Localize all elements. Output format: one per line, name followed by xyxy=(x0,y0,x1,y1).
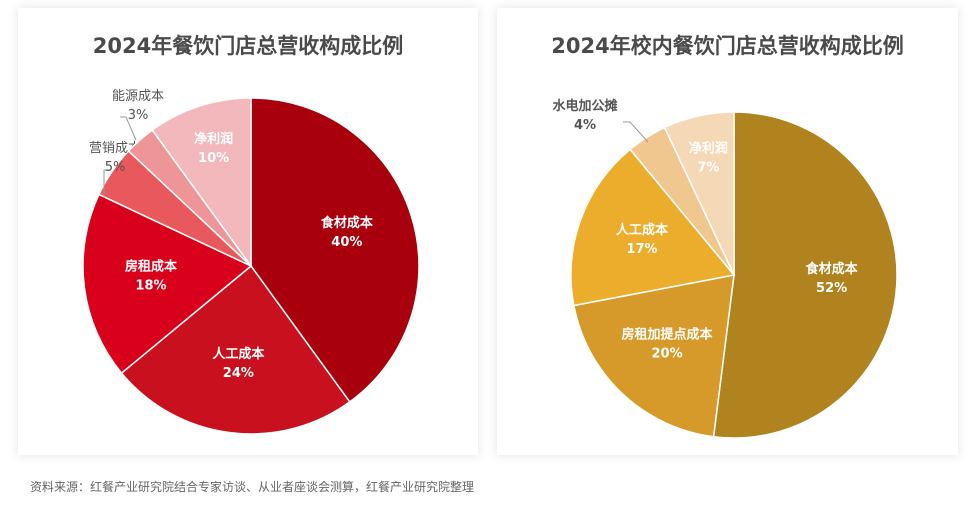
leader-line-0-4 xyxy=(120,116,137,141)
slice-value-1-2: 17% xyxy=(626,242,657,257)
slice-value-0-2: 18% xyxy=(135,279,166,294)
slice-value-0-5: 10% xyxy=(198,151,229,166)
slice-value-1-3: 4% xyxy=(574,118,596,133)
slice-label-1-2: 人工成本 xyxy=(616,222,668,238)
slice-value-1-1: 20% xyxy=(651,346,682,361)
slice-label-1-4: 净利润 xyxy=(689,140,728,156)
slice-label-1-0: 食材成本 xyxy=(806,261,858,277)
slice-label-0-1: 人工成本 xyxy=(212,346,264,362)
leader-line-1-3 xyxy=(623,121,649,143)
slice-label-1-3: 水电加公摊 xyxy=(552,98,617,114)
left-chart-title: 2024年餐饮门店总营收构成比例 xyxy=(92,34,404,58)
source-note: 资料来源：红餐产业研究院结合专家访谈、从业者座谈会测算，红餐产业研究院整理 xyxy=(30,480,475,494)
slice-label-1-1: 房租加提点成本 xyxy=(622,326,713,342)
pie-slice-0-0 xyxy=(250,97,420,403)
slice-value-0-3: 5% xyxy=(105,160,126,175)
slice-label-0-0: 食材成本 xyxy=(321,215,373,231)
slice-label-0-2: 房租成本 xyxy=(125,259,177,275)
pie-slice-1-4 xyxy=(663,111,735,276)
slice-value-0-1: 24% xyxy=(223,366,254,381)
slice-label-0-3: 营销成本 xyxy=(89,141,141,156)
slice-value-0-0: 40% xyxy=(331,235,362,250)
slice-value-1-0: 52% xyxy=(816,281,847,296)
leader-line-0-3 xyxy=(103,169,110,198)
pie-slice-0-1 xyxy=(120,264,351,435)
slice-label-0-5: 净利润 xyxy=(194,131,233,147)
slice-value-0-4: 3% xyxy=(128,108,149,123)
pie-slice-0-2 xyxy=(82,193,253,375)
slice-label-0-4: 能源成本 xyxy=(112,89,164,104)
pie-slice-1-0 xyxy=(712,111,898,439)
slice-value-1-4: 7% xyxy=(697,160,719,175)
right-chart-title: 2024年校内餐饮门店总营收构成比例 xyxy=(551,34,904,58)
pie-slice-1-2 xyxy=(570,148,736,307)
pie-slice-0-5 xyxy=(151,97,252,269)
pie-slice-1-1 xyxy=(573,274,735,438)
